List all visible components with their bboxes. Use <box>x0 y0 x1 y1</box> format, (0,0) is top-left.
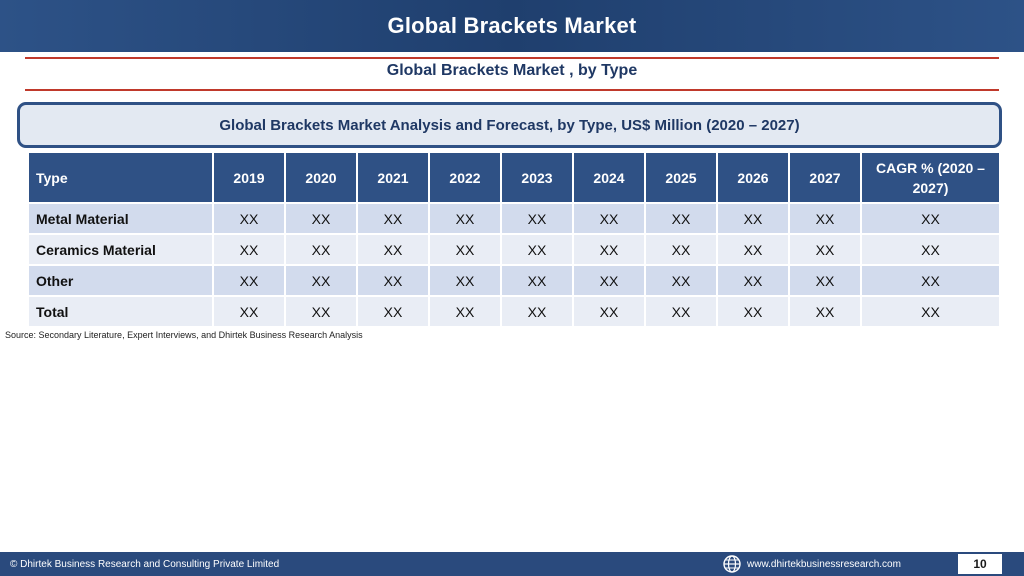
row-label: Total <box>27 295 214 328</box>
table-cell: XX <box>716 233 790 266</box>
table-cell: XX <box>212 233 286 266</box>
table-cell: XX <box>212 295 286 328</box>
table-cell: XX <box>788 233 862 266</box>
table-caption: Global Brackets Market Analysis and Fore… <box>219 116 800 134</box>
row-label: Other <box>27 264 214 297</box>
table-row: Other XX XX XX XX XX XX XX XX XX XX <box>27 264 1001 297</box>
table-cell: XX <box>500 264 574 297</box>
table-cell: XX <box>428 264 502 297</box>
table-cell: XX <box>572 202 646 235</box>
source-note: Source: Secondary Literature, Expert Int… <box>5 330 363 340</box>
table-cell: XX <box>428 202 502 235</box>
website-link[interactable]: www.dhirtekbusinessresearch.com <box>747 559 901 570</box>
row-label: Metal Material <box>27 202 214 235</box>
table-caption-banner: Global Brackets Market Analysis and Fore… <box>17 102 1002 148</box>
table-cell: XX <box>572 295 646 328</box>
table-cell: XX <box>356 264 430 297</box>
table-cell: XX <box>644 264 718 297</box>
table-cell: XX <box>716 202 790 235</box>
table-cell: XX <box>356 295 430 328</box>
table-cell: XX <box>716 264 790 297</box>
table-cell: XX <box>860 233 1001 266</box>
section-subtitle: Global Brackets Market , by Type <box>386 62 638 79</box>
table-cell: XX <box>860 202 1001 235</box>
table-cell: XX <box>284 202 358 235</box>
divider-top <box>25 57 999 59</box>
table-cell: XX <box>212 202 286 235</box>
table-cell: XX <box>572 233 646 266</box>
table-cell: XX <box>644 295 718 328</box>
copyright-text: © Dhirtek Business Research and Consulti… <box>10 559 280 570</box>
market-table: Type 2019 2020 2021 2022 2023 2024 2025 … <box>27 151 1001 328</box>
table-cell: XX <box>860 264 1001 297</box>
title-bar: Global Brackets Market <box>0 0 1024 52</box>
table-cell: XX <box>284 295 358 328</box>
table-row: Metal Material XX XX XX XX XX XX XX XX X… <box>27 202 1001 235</box>
table-header-row: Type 2019 2020 2021 2022 2023 2024 2025 … <box>27 151 1001 204</box>
column-header-2020: 2020 <box>284 151 358 204</box>
footer-bar: © Dhirtek Business Research and Consulti… <box>0 552 1024 576</box>
column-header-2023: 2023 <box>500 151 574 204</box>
table-cell: XX <box>860 295 1001 328</box>
column-header-2024: 2024 <box>572 151 646 204</box>
column-header-2019: 2019 <box>212 151 286 204</box>
column-header-2026: 2026 <box>716 151 790 204</box>
globe-icon <box>723 555 741 573</box>
table-cell: XX <box>356 233 430 266</box>
page-number: 10 <box>958 554 1002 574</box>
row-label: Ceramics Material <box>27 233 214 266</box>
table-cell: XX <box>716 295 790 328</box>
column-header-type: Type <box>27 151 214 204</box>
table-cell: XX <box>500 295 574 328</box>
table-cell: XX <box>284 264 358 297</box>
table-cell: XX <box>788 264 862 297</box>
table-cell: XX <box>572 264 646 297</box>
page-title: Global Brackets Market <box>387 13 637 38</box>
column-header-2027: 2027 <box>788 151 862 204</box>
column-header-cagr: CAGR % (2020 – 2027) <box>860 151 1001 204</box>
column-header-2021: 2021 <box>356 151 430 204</box>
column-header-2025: 2025 <box>644 151 718 204</box>
table-cell: XX <box>284 233 358 266</box>
divider-bottom <box>25 89 999 91</box>
table-cell: XX <box>644 233 718 266</box>
table-cell: XX <box>788 295 862 328</box>
table-cell: XX <box>428 233 502 266</box>
table-cell: XX <box>500 202 574 235</box>
table-row: Ceramics Material XX XX XX XX XX XX XX X… <box>27 233 1001 266</box>
table-cell: XX <box>428 295 502 328</box>
table-cell: XX <box>356 202 430 235</box>
column-header-2022: 2022 <box>428 151 502 204</box>
table-row: Total XX XX XX XX XX XX XX XX XX XX <box>27 295 1001 328</box>
table-cell: XX <box>212 264 286 297</box>
table-cell: XX <box>788 202 862 235</box>
table-cell: XX <box>500 233 574 266</box>
table-cell: XX <box>644 202 718 235</box>
